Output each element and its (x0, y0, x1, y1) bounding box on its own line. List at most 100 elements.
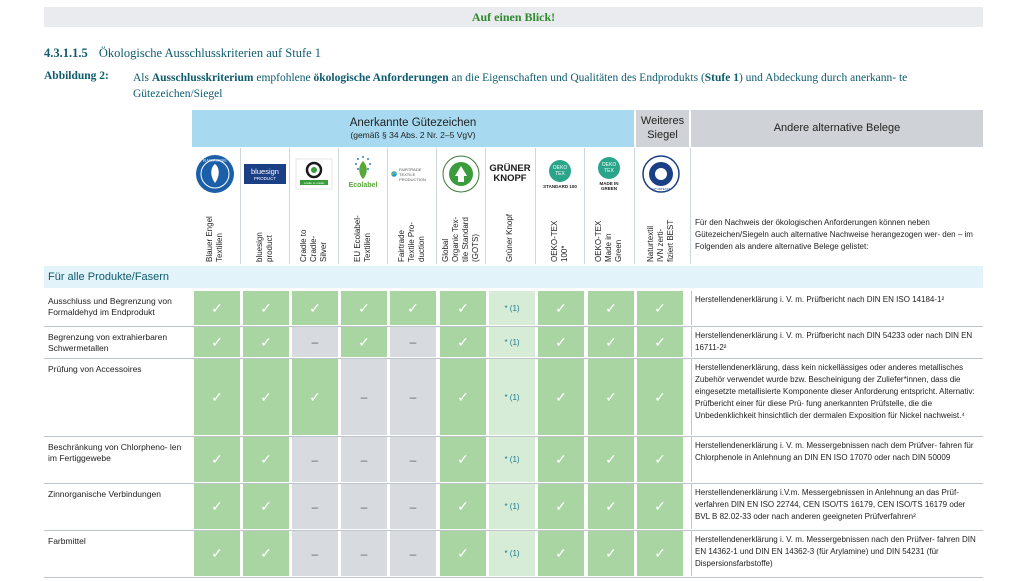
check-icon: ✓ (194, 437, 240, 482)
evidence-divider (691, 531, 692, 576)
not-covered-dash: – (390, 484, 436, 529)
column-separator (584, 148, 585, 264)
check-icon: ✓ (440, 531, 486, 576)
caption-part: ) und Abdeckung durch anerkann- te Gütez… (133, 72, 908, 100)
check-icon: ✓ (637, 484, 683, 529)
column-separator (289, 148, 290, 264)
column-label-text: Fairtrade Textile Pro- duction (397, 221, 426, 262)
footnote-star: * (1) (489, 359, 535, 435)
section-row-label: Für alle Produkte/Fasern (48, 271, 170, 283)
column-label-text: EU Ecolabel- Textilien (353, 215, 372, 262)
check-icon: ✓ (588, 484, 634, 529)
check-icon: ✓ (194, 531, 240, 576)
not-covered-dash: – (341, 531, 387, 576)
header-recognized-labels: Anerkannte Gütezeichen (gemäß § 34 Abs. … (192, 110, 634, 147)
evidence-divider (691, 437, 692, 482)
check-icon: ✓ (588, 531, 634, 576)
oeko-tex-100-logo: OEKO TEX STANDARD 100 (537, 150, 583, 198)
evidence-text: Herstellendenerklärung i. V. m. Messerge… (695, 535, 976, 568)
ecolabel-text: Ecolabel (349, 182, 378, 189)
footnote-star: * (1) (489, 531, 535, 576)
evidence-text: Herstellendenerklärung i. V. m. Prüfberi… (695, 295, 945, 304)
not-covered-dash: – (292, 437, 338, 482)
check-icon: ✓ (194, 359, 240, 435)
column-label-text: Blauer Engel Textilien (205, 216, 224, 262)
not-covered-dash: – (292, 484, 338, 529)
criterion-label: Ausschluss und Begrenzung von Formaldehy… (48, 296, 172, 317)
summary-banner: Auf einen Blick! (44, 7, 983, 27)
not-covered-dash: – (390, 531, 436, 576)
check-icon: ✓ (538, 291, 584, 325)
fairtrade-text: FAIRTRADE TEXTILE PRODUCTION (399, 166, 426, 182)
row-divider (44, 358, 983, 359)
gruener-knopf-logo: GRÜNER KNOPF (487, 150, 533, 198)
column-separator (436, 148, 437, 264)
row-divider (44, 483, 983, 484)
check-icon: ✓ (588, 291, 634, 325)
evidence-text: Herstellendenerklärung i. V. m. Prüfberi… (695, 331, 973, 352)
check-icon: ✓ (243, 327, 289, 357)
check-icon: ✓ (538, 484, 584, 529)
check-icon: ✓ (194, 484, 240, 529)
oeko-tex-green-badge: OEKO TEX (598, 157, 620, 179)
check-icon: ✓ (440, 327, 486, 357)
column-label: Blauer Engel Textilien (192, 202, 238, 262)
column-label: Cradle to Cradle- Silver (291, 202, 337, 262)
check-icon: ✓ (440, 437, 486, 482)
cradle-to-cradle-logo: cradle to cradle (291, 150, 337, 198)
check-icon: ✓ (637, 327, 683, 357)
ivn-naturtextil-logo: NATURTEXTIL (638, 150, 684, 198)
evidence-text: Herstellendenerklärung, dass kein nickel… (695, 363, 975, 420)
column-label-text: Cradle to Cradle- Silver (299, 229, 328, 262)
header-recognized-title: Anerkannte Gütezeichen (349, 117, 477, 129)
criterion-label: Beschränkung von Chlorpheno- len im Fert… (48, 442, 182, 463)
column-label-text: Grüner Knopf (505, 213, 514, 262)
oeko-tex-green-text: MADE IN GREEN (599, 181, 619, 191)
check-icon: ✓ (538, 327, 584, 357)
not-covered-dash: – (341, 484, 387, 529)
column-separator (634, 148, 635, 264)
column-label: OEKO-TEX Made in Green (586, 202, 632, 262)
column-label-text: Global Organic Tex- tile Standard (GOTS) (441, 216, 480, 262)
not-covered-dash: – (341, 359, 387, 435)
check-icon: ✓ (292, 359, 338, 435)
check-icon: ✓ (440, 291, 486, 325)
footnote-star: * (1) (489, 484, 535, 529)
criterion-label: Zinnorganische Verbindungen (48, 489, 161, 499)
oeko-tex-made-in-green-logo: OEKO TEX MADE IN GREEN (586, 150, 632, 198)
check-icon: ✓ (243, 437, 289, 482)
header-further-seal: Weiteres Siegel (636, 110, 689, 147)
criterion-label: Begrenzung von extrahierbaren Schwermeta… (48, 332, 168, 353)
header-recognized-subtitle: (gemäß § 34 Abs. 2 Nr. 2–5 VgV) (350, 130, 476, 140)
column-label: bluesign product (242, 202, 288, 262)
column-label: Global Organic Tex- tile Standard (GOTS) (438, 202, 484, 262)
check-icon: ✓ (637, 531, 683, 576)
section-row-all-products: Für alle Produkte/Fasern (44, 266, 983, 288)
column-label-text: bluesign product (255, 232, 274, 262)
caption-part: empfohlene (253, 72, 314, 84)
bluesign-logo: bluesign PRODUCT (242, 150, 288, 198)
footnote-star: * (1) (489, 437, 535, 482)
check-icon: ✓ (588, 359, 634, 435)
check-icon: ✓ (637, 437, 683, 482)
check-icon: ✓ (637, 359, 683, 435)
check-icon: ✓ (588, 327, 634, 357)
evidence-text: Herstellendenerklärung i. V. m. Messerge… (695, 441, 974, 462)
column-separator (240, 148, 241, 264)
evidence-divider (691, 291, 692, 325)
column-label-text: OEKO-TEX 100* (550, 220, 569, 262)
figure-label: Abbildung 2: (44, 70, 109, 82)
check-icon: ✓ (243, 291, 289, 325)
footnote-star: * (1) (489, 291, 535, 325)
eu-ecolabel-logo: Ecolabel (340, 150, 386, 198)
not-covered-dash: – (341, 437, 387, 482)
footnote-star: * (1) (489, 327, 535, 357)
oeko-tex-badge: OEKO TEX (549, 159, 571, 182)
check-icon: ✓ (538, 359, 584, 435)
oeko-tex-standard-text: STANDARD 100 (543, 183, 577, 189)
blauer-engel-logo: BLAUER ENGEL (192, 150, 238, 198)
evidence-divider (691, 484, 692, 529)
section-heading: 4.3.1.1.5 Ökologische Ausschlusskriterie… (44, 46, 321, 61)
column-separator (485, 148, 486, 264)
column-separator (387, 148, 388, 264)
